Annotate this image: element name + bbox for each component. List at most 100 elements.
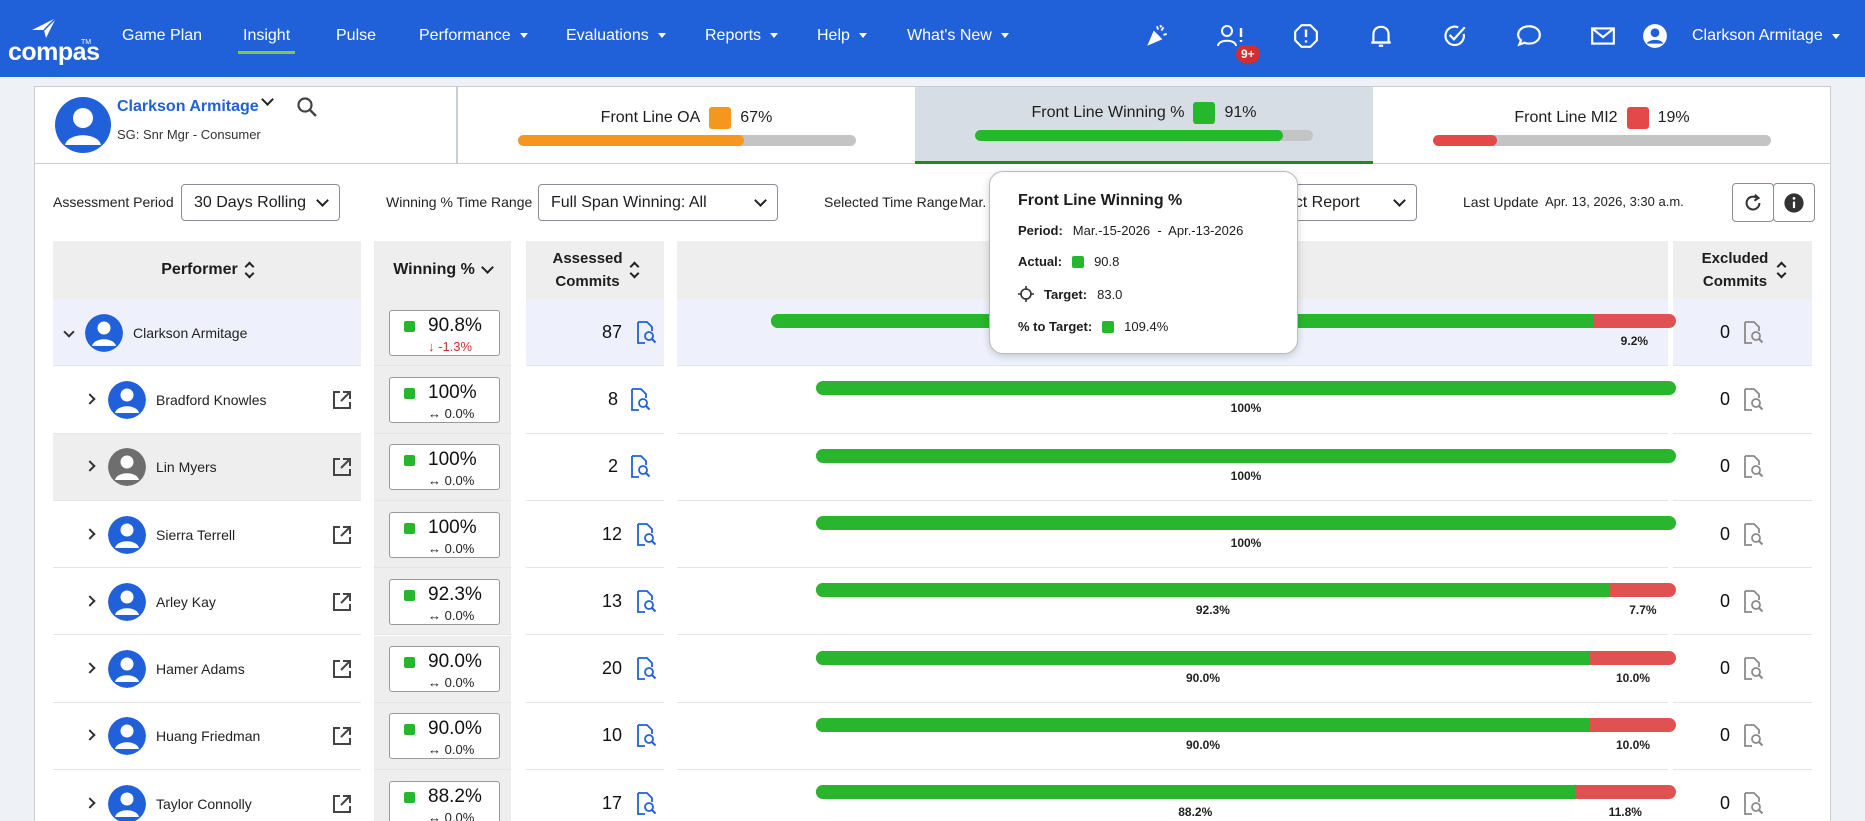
performer-header[interactable]: Performer	[53, 241, 361, 299]
celebration-icon[interactable]	[1143, 22, 1171, 50]
task-check-icon[interactable]	[1441, 22, 1469, 50]
mail-icon[interactable]	[1589, 22, 1617, 50]
view-commits-icon[interactable]	[629, 455, 651, 484]
winning-change-value: 0.0%	[444, 742, 475, 758]
avatar	[85, 313, 123, 352]
user-menu[interactable]: Clarkson Armitage	[1692, 27, 1840, 45]
view-commits-icon[interactable]	[635, 522, 657, 552]
view-commits-icon[interactable]	[635, 657, 657, 686]
performer-name[interactable]: Bradford Knowles	[156, 391, 267, 408]
avatar	[55, 97, 111, 153]
excluded-count: 0	[1720, 388, 1731, 409]
open-external-icon[interactable]	[331, 725, 353, 752]
performer-name[interactable]: Lin Myers	[156, 459, 217, 476]
metric-progress-bar	[975, 130, 1313, 141]
view-commits-icon[interactable]	[635, 589, 657, 619]
open-external-icon[interactable]	[331, 524, 353, 551]
assessed-count: 2	[608, 456, 619, 477]
winning-change: ↔ 0.0%	[428, 608, 474, 623]
table-row-cell-bg	[1673, 635, 1812, 703]
metric-tab-1[interactable]: Front Line OA 67%	[457, 87, 915, 164]
performer-name[interactable]: Clarkson Armitage	[133, 324, 248, 341]
open-external-icon[interactable]	[331, 456, 353, 483]
info-button[interactable]	[1773, 183, 1815, 222]
assessed-header[interactable]: Assessed Commits	[526, 241, 664, 299]
excluded-count: 0	[1720, 523, 1731, 544]
avatar	[108, 515, 146, 554]
nav-item-what-s-new[interactable]: What's New	[907, 27, 1009, 45]
open-external-icon[interactable]	[331, 658, 353, 685]
view-commits-icon[interactable]	[635, 724, 657, 753]
view-excluded-icon[interactable]	[1742, 320, 1764, 350]
arrow-down-icon: ↓	[428, 338, 439, 354]
view-excluded-icon[interactable]	[1742, 455, 1764, 484]
team-alert-icon[interactable]	[1217, 22, 1245, 50]
nav-item-label: Evaluations	[566, 27, 649, 44]
chevron-down-icon	[316, 193, 329, 207]
excluded-header[interactable]: Excluded Commits	[1673, 241, 1812, 299]
view-excluded-icon[interactable]	[1742, 522, 1764, 552]
tooltip-period-label: Period:	[1018, 223, 1063, 238]
user-account-icon[interactable]	[1641, 22, 1669, 50]
nav-item-pulse[interactable]: Pulse	[336, 27, 376, 45]
arrow-left-right-icon: ↔	[428, 742, 445, 758]
refresh-button[interactable]	[1732, 183, 1774, 222]
winning-value: 100%	[428, 381, 477, 403]
view-excluded-icon[interactable]	[1742, 791, 1764, 821]
logo-tm: TM	[81, 39, 92, 46]
open-external-icon[interactable]	[331, 389, 353, 416]
chat-icon[interactable]	[1515, 22, 1543, 50]
metric-tab-3[interactable]: Front Line MI2 19%	[1373, 87, 1831, 164]
winning-value-box: 90.0% ↔ 0.0%	[389, 713, 500, 760]
nav-item-evaluations[interactable]: Evaluations	[566, 27, 666, 45]
view-excluded-icon[interactable]	[1742, 589, 1764, 619]
view-commits-icon[interactable]	[635, 320, 657, 350]
metric-tab-2[interactable]: Front Line Winning % 91%	[915, 87, 1373, 164]
table-row-cell-bg	[53, 366, 361, 434]
nav-item-game-plan[interactable]: Game Plan	[122, 27, 202, 45]
winning-time-range-select[interactable]: Full Span Winning: All	[538, 184, 778, 221]
nav-item-reports[interactable]: Reports	[705, 27, 779, 45]
nav-item-performance[interactable]: Performance	[419, 27, 528, 45]
performer-name[interactable]: Sierra Terrell	[156, 526, 236, 543]
paper-plane-icon	[32, 17, 57, 38]
view-excluded-icon[interactable]	[1742, 724, 1764, 753]
table-row-cell-bg	[526, 702, 664, 771]
status-square-icon	[709, 107, 732, 129]
compas-logo[interactable]: compas TM	[8, 14, 100, 66]
winning-change: ↔ 0.0%	[428, 675, 474, 690]
performer-header-label: Performer	[161, 261, 238, 278]
assessment-period-select[interactable]: 30 Days Rolling	[181, 184, 340, 221]
nav-item-insight[interactable]: Insight	[237, 27, 296, 54]
tooltip-actual-label: Actual:	[1018, 254, 1063, 269]
view-commits-icon[interactable]	[635, 791, 657, 821]
tooltip-period-row: Period: Mar.-15-2026 - Apr.-13-2026	[1018, 223, 1243, 238]
open-external-icon[interactable]	[331, 591, 353, 618]
open-external-icon[interactable]	[331, 793, 353, 820]
alert-icon[interactable]	[1292, 22, 1320, 50]
winning-header[interactable]: Winning %	[374, 241, 511, 299]
performer-name[interactable]: Taylor Connolly	[156, 795, 252, 812]
metric-label: Front Line Winning %	[1031, 104, 1185, 121]
bell-icon[interactable]	[1367, 22, 1395, 50]
performer-name[interactable]: Arley Kay	[156, 593, 216, 610]
chevron-down-icon[interactable]	[261, 93, 274, 106]
last-update-label: Last Update	[1463, 194, 1539, 210]
winning-change-value: 0.0%	[444, 473, 475, 489]
excluded-count: 0	[1720, 725, 1731, 746]
winning-distribution-bar	[816, 650, 1676, 665]
profile-name[interactable]: Clarkson Armitage	[117, 98, 259, 115]
tooltip-target-label: Target:	[1044, 286, 1088, 302]
caret-down-icon	[858, 32, 867, 38]
winning-change: ↔ 0.0%	[428, 810, 474, 821]
search-icon[interactable]	[295, 95, 319, 124]
performer-name[interactable]: Huang Friedman	[156, 728, 261, 745]
view-excluded-icon[interactable]	[1742, 388, 1764, 417]
metric-progress-fill	[975, 130, 1283, 141]
view-excluded-icon[interactable]	[1742, 657, 1764, 686]
performer-name[interactable]: Hamer Adams	[156, 661, 245, 678]
nav-item-help[interactable]: Help	[817, 27, 867, 45]
arrow-left-right-icon: ↔	[428, 473, 445, 489]
table-row-cell-bg	[677, 433, 1668, 501]
view-commits-icon[interactable]	[629, 388, 651, 417]
